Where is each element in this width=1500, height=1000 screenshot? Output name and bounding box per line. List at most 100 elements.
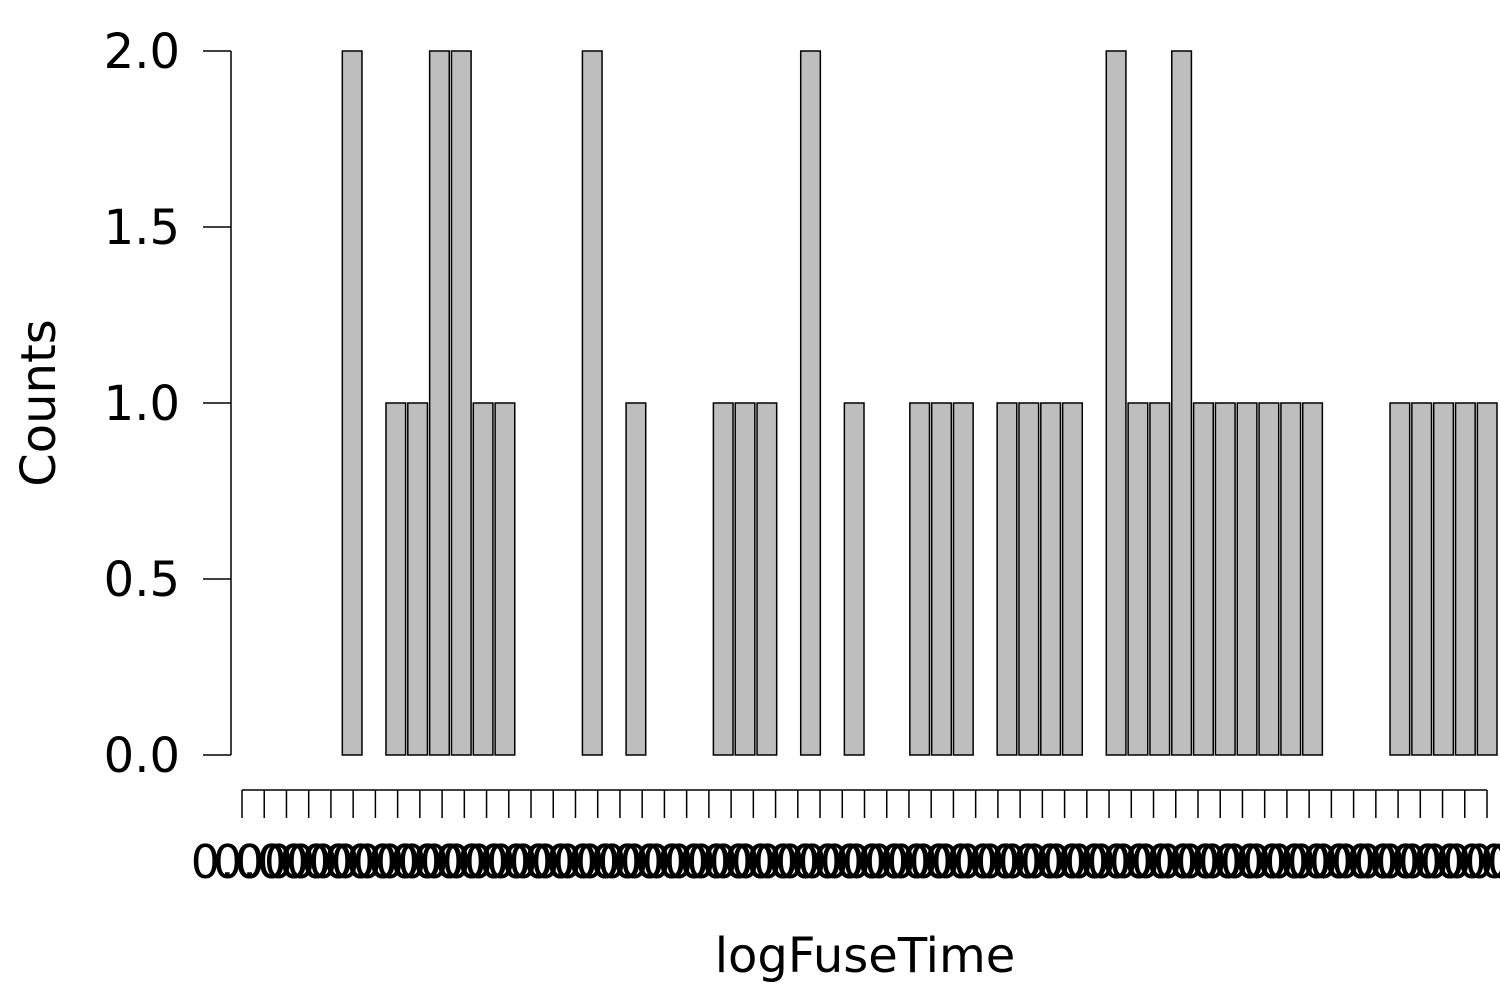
x-tick-label: 0.00 [1013,835,1115,889]
histogram-bar [625,402,647,756]
histogram-bar [1280,402,1302,756]
x-tick-label: 0.00 [524,835,626,889]
histogram-bar [1149,402,1171,756]
y-tick-label: 1.0 [104,376,180,432]
y-axis: 0.0 0.5 1.0 1.5 2.0 [104,24,232,784]
x-tick-label: 0.00 [747,835,849,889]
x-tick-label: 0.00 [924,835,1026,889]
x-tick-label: 0.00 [346,835,448,889]
x-tick-label: 0.00 [791,835,893,889]
x-tick-label: 0.00 [257,835,359,889]
x-tick-label: 0.00 [280,835,382,889]
x-tick-label: 0.00 [435,835,537,889]
histogram-bar [1018,402,1040,756]
bar-series [341,50,1498,756]
y-tick-label: 0.5 [104,552,180,608]
histogram-bar [1040,402,1062,756]
x-tick-label: 0.00 [724,835,826,889]
histogram-bar [1301,402,1324,756]
histogram-bar [712,402,734,756]
x-tick-label: 0.00 [1347,835,1449,889]
histogram-bar [1432,402,1455,756]
x-axis-title: logFuseTime [715,928,1016,984]
histogram-bar [930,402,953,756]
x-tick-label: 0.00 [1258,835,1360,889]
histogram-bar [1171,50,1193,756]
x-tick-label: 0.00 [1280,835,1382,889]
x-tick-label: 0.00 [1080,835,1182,889]
histogram-bar [996,402,1018,756]
histogram-bar [407,402,429,756]
y-tick-label: 1.5 [104,200,180,256]
x-tick-label: 0.00 [680,835,782,889]
histogram-bar [450,50,472,756]
histogram-bar [385,402,407,756]
histogram-bar [843,402,865,756]
x-tick-label: 0.00 [1058,835,1160,889]
x-tick-label: 0.00 [1302,835,1404,889]
x-tick-label: 0.00 [702,835,804,889]
histogram-bar [1061,402,1084,756]
histogram-bar [1105,50,1127,756]
x-tick-label: 0.00 [769,835,871,889]
x-tick-label: 0.00 [569,835,671,889]
y-axis-title: Counts [11,319,67,487]
x-tick-label: 0.00 [324,835,426,889]
x-tick-label: 0.00 [613,835,715,889]
x-tick-label: 0.00 [1369,835,1471,889]
x-tick-label: 0.00 [546,835,648,889]
histogram-bar [756,402,778,756]
x-tick-label: 0.00 [991,835,1093,889]
x-tick-label: 0.00 [502,835,604,889]
x-tick-label: 0.00 [413,835,515,889]
x-tick-label: 0.00 [902,835,1004,889]
x-tick-label: 0.00 [235,835,337,889]
histogram-bar [1236,402,1258,756]
x-tick-label: 0.00 [1414,835,1500,889]
x-tick-label: 0.00 [480,835,582,889]
histogram-bar [909,402,931,756]
y-tick-label: 2.0 [104,24,180,80]
x-tick-label: 0.00 [1125,835,1227,889]
x-tick-label: 0.00 [635,835,737,889]
x-tick-label: 0.00 [658,835,760,889]
histogram-bar [1214,402,1236,756]
x-tick-label: 0.00 [947,835,1049,889]
histogram-bar [581,50,603,756]
x-tick-label: 0.00 [1436,835,1500,889]
x-tick-label: 0.00 [1391,835,1493,889]
x-tick-label: 0.00 [1191,835,1293,889]
histogram-bar [428,50,451,756]
x-tick-label: 0.00 [1036,835,1138,889]
x-tick-label: 0.00 [1236,835,1338,889]
histogram-bar [1258,402,1280,756]
y-tick-label: 0.0 [104,728,180,784]
histogram-bar [1454,402,1476,756]
x-tick-label: 0.00 [880,835,982,889]
histogram-bar [799,50,822,756]
histogram-bar [1192,402,1214,756]
histogram-bar [341,50,363,756]
x-tick-label: 0.00 [813,835,915,889]
x-tick-label: 0.00 [1102,835,1204,889]
x-tick-label: 0.00 [1325,835,1427,889]
x-tick-label: 0.00 [369,835,471,889]
histogram-bar [1411,402,1433,756]
histogram-bar [472,402,494,756]
x-tick-label: 0.00 [836,835,938,889]
x-tick-label: 0.00 [302,835,404,889]
x-tick-label: 0.00 [1169,835,1271,889]
x-tick-label: 0.00 [969,835,1071,889]
histogram-bar [952,402,974,756]
x-tick-label: 0.00 [591,835,693,889]
histogram-bar [1127,402,1149,756]
histogram-bar [494,402,516,756]
x-tick-label: 0.00 [213,835,315,889]
histogram-bar [734,402,756,756]
x-tick-label: 0.00 [391,835,493,889]
histogram-bar [1476,402,1498,756]
x-tick-label: 0.00 [458,835,560,889]
x-axis: 0.000.000.000.000.000.000.000.000.000.00… [191,789,1500,889]
x-tick-label: 0.00 [1147,835,1249,889]
